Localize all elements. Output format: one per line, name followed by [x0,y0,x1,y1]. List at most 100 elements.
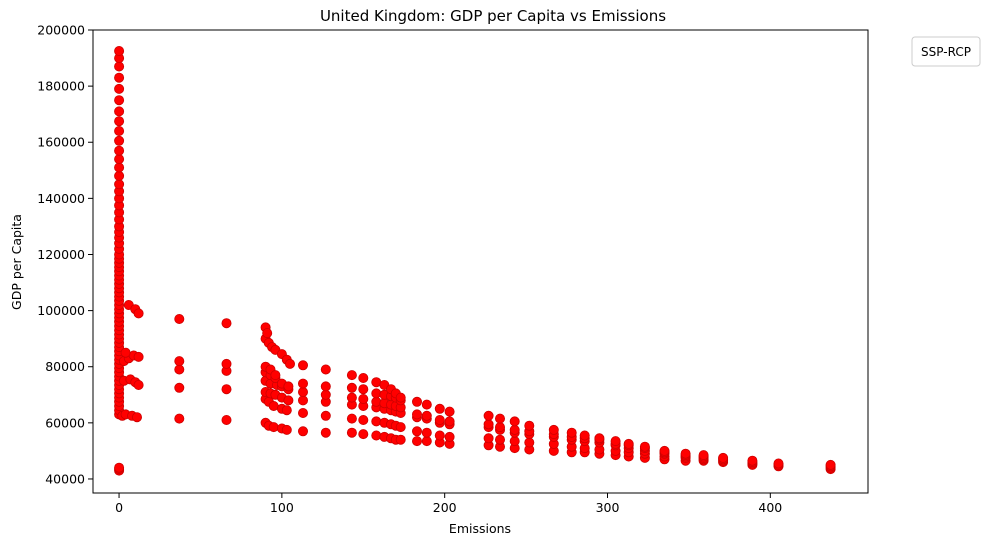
data-point [283,381,294,392]
data-point [174,356,185,367]
data-point [411,409,422,420]
data-point [174,364,185,375]
legend-title: SSP-RCP [921,45,971,59]
data-point [114,170,125,181]
data-point [698,450,709,461]
data-point [133,308,144,319]
data-point [114,462,125,473]
data-point [114,46,125,57]
data-point [494,434,505,445]
data-point [483,410,494,421]
data-point [444,406,455,417]
data-point [395,392,406,403]
data-point [623,438,634,449]
data-point [346,370,357,381]
data-point [221,318,232,329]
data-point [114,145,125,156]
data-point [494,413,505,424]
data-point [270,370,281,381]
data-point [320,381,331,392]
data-point [133,351,144,362]
y-tick-label: 200000 [37,23,85,38]
y-tick-label: 80000 [45,359,85,374]
plot-area [92,29,869,494]
data-point [174,313,185,324]
data-point [610,436,621,447]
data-point [114,83,125,94]
chart-title: United Kingdom: GDP per Capita vs Emissi… [320,7,666,25]
data-point [680,448,691,459]
data-point [320,364,331,375]
data-point [297,378,308,389]
data-point [483,433,494,444]
data-point [114,106,125,117]
data-point [120,347,131,358]
data-point [509,436,520,447]
data-point [718,452,729,463]
data-point [444,431,455,442]
data-point [421,410,432,421]
data-point [221,384,232,395]
y-axis-ticks: 40000 60000 80000 100000 120000 140000 160000 1… [37,23,93,486]
y-tick-label: 60000 [45,415,85,430]
data-point [131,412,142,423]
x-tick-label: 200 [433,500,457,515]
data-point [297,407,308,418]
data-point [395,422,406,433]
x-tick-label: 300 [596,500,620,515]
x-tick-label: 100 [270,500,294,515]
data-point [509,416,520,427]
data-point [825,459,836,470]
data-point [639,441,650,452]
data-point [411,426,422,437]
data-point [509,424,520,435]
data-point [434,430,445,441]
data-point [114,154,125,165]
data-point [494,422,505,433]
data-point [358,429,369,440]
data-point [747,455,758,466]
data-point [579,430,590,441]
data-point [421,427,432,438]
data-point [524,437,535,448]
data-point [114,126,125,137]
data-point [297,395,308,406]
data-point [114,61,125,72]
data-point [524,420,535,431]
data-point [358,384,369,395]
data-point [114,95,125,106]
x-axis-ticks: 0 100 200 300 400 [115,493,782,515]
data-point [221,358,232,369]
data-point [346,427,357,438]
y-tick-label: 40000 [45,471,85,486]
data-point [297,426,308,437]
data-point [281,405,292,416]
data-point [483,419,494,430]
data-point [434,403,445,414]
data-point [421,399,432,410]
data-point [114,116,125,127]
data-point [594,433,605,444]
data-point [371,396,382,407]
x-tick-label: 0 [115,500,123,515]
data-point [174,413,185,424]
y-tick-label: 180000 [37,79,85,94]
data-point [548,424,559,435]
data-point [358,414,369,425]
data-point [411,436,422,447]
data-point [283,395,294,406]
y-tick-label: 120000 [37,247,85,262]
data-point [371,388,382,399]
data-point [434,414,445,425]
x-axis-label: Emissions [449,521,511,536]
data-point [114,179,125,190]
data-point [268,422,279,433]
data-point [371,430,382,441]
y-tick-label: 100000 [37,303,85,318]
data-point [346,392,357,403]
data-point [566,427,577,438]
data-point [133,379,144,390]
data-point [297,386,308,397]
data-point [114,72,125,83]
